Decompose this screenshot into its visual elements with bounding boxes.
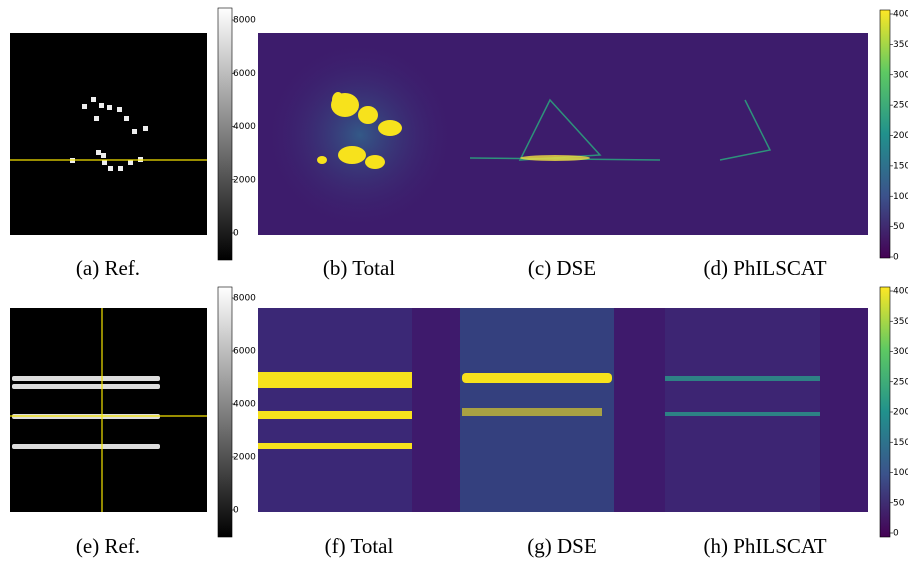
caption: (e) Ref.: [76, 534, 140, 558]
tick-label: 0: [893, 529, 899, 539]
tick-label: 250: [893, 377, 908, 387]
tick-label: 400: [893, 10, 908, 20]
tick-label: 0: [233, 506, 239, 516]
tick-label: 350: [893, 317, 908, 327]
tick-label: 50: [893, 222, 905, 232]
colorbar: [217, 7, 233, 261]
tick-label: 0: [893, 253, 899, 263]
tick-label: 8000: [233, 294, 256, 304]
caption: (d) PhILSCAT: [703, 256, 826, 280]
caption: (b) Total: [323, 256, 395, 280]
tick-label: 100: [893, 468, 908, 478]
tick-label: 6000: [233, 347, 256, 357]
images: [10, 33, 868, 512]
tick-label: 2000: [233, 453, 256, 463]
caption: (h) PhILSCAT: [703, 534, 826, 558]
tick-label: 200: [893, 408, 908, 418]
tick-label: 6000: [233, 69, 256, 79]
tick-label: 350: [893, 40, 908, 50]
tick-label: 2000: [233, 175, 256, 185]
hot-spots: [317, 92, 402, 169]
caption: (a) Ref.: [76, 256, 140, 280]
ref-image: [10, 308, 207, 512]
hot-bands: [258, 372, 612, 449]
tick-label: 100: [893, 192, 908, 202]
tick-label: 4000: [233, 122, 256, 132]
tick-label: 150: [893, 161, 908, 171]
tick-label: 0: [233, 229, 239, 239]
profile-lines: [10, 308, 207, 512]
tick-label: 4000: [233, 400, 256, 410]
tick-label: 200: [893, 131, 908, 141]
caption: (c) DSE: [528, 256, 596, 280]
colorbar: [879, 9, 891, 259]
tick-label: 150: [893, 438, 908, 448]
ref-image: [10, 33, 207, 235]
tick-label: 50: [893, 498, 905, 508]
colorbar: [879, 286, 891, 538]
caption: (f) Total: [325, 534, 394, 558]
colorbar: [217, 286, 233, 538]
tick-label: 8000: [233, 16, 256, 26]
tick-label: 250: [893, 101, 908, 111]
caption: (g) DSE: [527, 534, 596, 558]
streak-glow: [265, 40, 455, 230]
tick-label: 400: [893, 287, 908, 297]
tick-label: 300: [893, 347, 908, 357]
tick-label: 300: [893, 70, 908, 80]
